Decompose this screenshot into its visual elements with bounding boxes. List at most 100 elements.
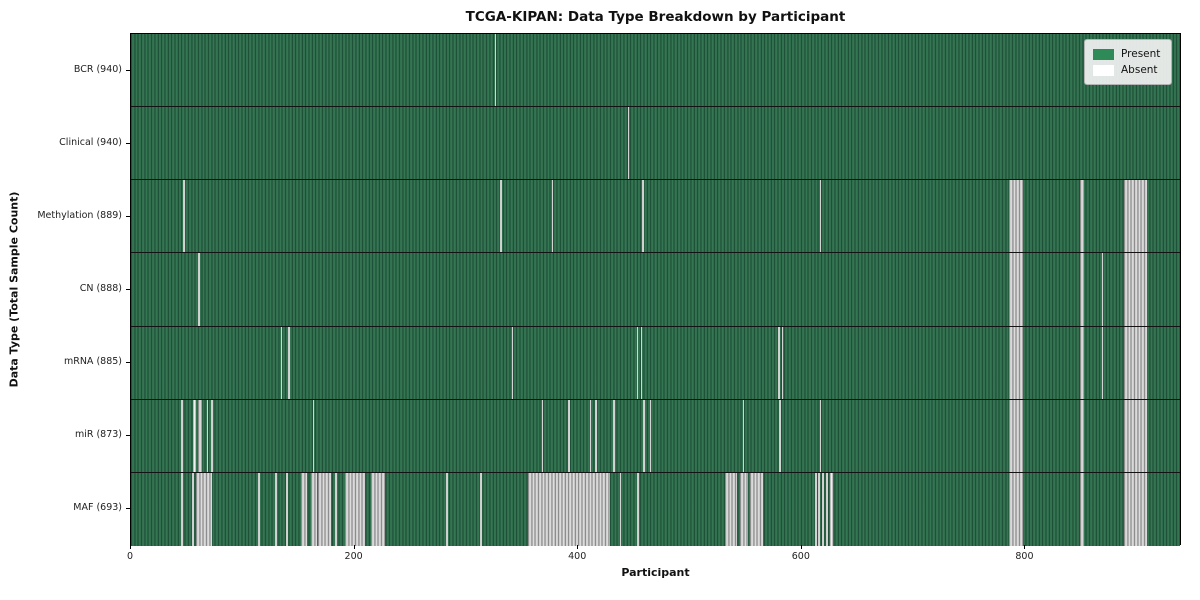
absent-stripe [1009, 399, 1023, 472]
y-tick-label: Clinical (940) [59, 136, 122, 148]
row-bcr [131, 34, 1180, 108]
absent-stripe [197, 253, 201, 326]
row-methylation [131, 180, 1180, 254]
absent-stripe [619, 472, 622, 546]
absent-stripe [300, 472, 308, 546]
absent-stripe [1124, 399, 1147, 472]
absent-stripe [181, 399, 183, 472]
absent-stripe [258, 472, 260, 546]
absent-stripe [195, 472, 213, 546]
y-axis-label: Data Type (Total Sample Count) [7, 191, 21, 388]
absent-stripe [318, 472, 331, 546]
x-tick-mark [800, 545, 802, 549]
absent-stripe [818, 472, 820, 546]
x-tick-label: 800 [1015, 551, 1034, 562]
absent-stripe [1079, 399, 1085, 472]
absent-stripe [819, 180, 821, 253]
x-tick-label: 400 [568, 551, 587, 562]
absent-stripe [206, 399, 209, 472]
absent-stripe [1124, 253, 1147, 326]
row-cn [131, 253, 1180, 327]
y-tick-label: miR (873) [74, 429, 122, 441]
y-tick-label: BCR (940) [73, 63, 122, 75]
x-tick-mark [130, 545, 131, 549]
absent-stripe [821, 472, 824, 546]
legend-swatch-present [1093, 48, 1114, 60]
y-tick-label: mRNA (885) [63, 356, 122, 368]
y-tick-label: Methylation (889) [37, 209, 122, 221]
absent-stripe [826, 472, 828, 546]
absent-stripe [1079, 472, 1085, 546]
absent-stripe [627, 107, 630, 180]
absent-stripe [445, 472, 448, 546]
absent-stripe [589, 399, 592, 472]
absent-stripe [211, 399, 213, 472]
absent-stripe [1009, 180, 1023, 253]
row-mrna [131, 326, 1180, 400]
absent-stripe [288, 326, 290, 399]
absent-stripe [335, 472, 338, 546]
y-tick-mark [126, 508, 130, 510]
x-axis-label: Participant [621, 566, 690, 579]
absent-stripe [724, 472, 737, 546]
absent-stripe [778, 326, 780, 399]
absent-stripe [370, 472, 386, 546]
legend-label-present: Present [1121, 48, 1161, 60]
y-tick-mark [126, 289, 130, 290]
absent-stripe [274, 472, 278, 546]
y-tick-mark [126, 362, 130, 364]
absent-stripe [345, 472, 366, 546]
absent-stripe [742, 399, 744, 472]
absent-stripe [1124, 326, 1147, 399]
absent-stripe [192, 472, 194, 546]
x-tick-label: 200 [344, 551, 363, 562]
absent-stripe [1009, 472, 1023, 546]
absent-stripe [640, 326, 643, 399]
y-tick-mark [126, 435, 130, 437]
absent-stripe [181, 472, 183, 546]
absent-stripe [829, 472, 833, 546]
y-tick-label: MAF (693) [73, 502, 122, 514]
absent-stripe [819, 399, 821, 472]
absent-stripe [197, 399, 203, 472]
y-tick-mark [126, 69, 130, 71]
absent-stripe [494, 34, 497, 107]
legend-entry-absent: Absent [1093, 62, 1163, 78]
legend-label-absent: Absent [1121, 64, 1158, 76]
absent-stripe [541, 399, 544, 472]
absent-stripe [642, 180, 644, 253]
absent-stripe [280, 326, 282, 399]
y-tick-label: CN (888) [79, 283, 122, 294]
absent-stripe [1079, 180, 1085, 253]
absent-stripe [1009, 326, 1023, 399]
absent-stripe [779, 399, 781, 472]
x-tick-mark [577, 545, 579, 549]
row-clinical [131, 107, 1180, 181]
absent-stripe [636, 472, 639, 546]
absent-stripe [286, 472, 289, 546]
absent-stripe [1101, 326, 1104, 399]
x-tick-label: 600 [791, 551, 810, 562]
absent-stripe [183, 180, 185, 253]
chart-title: TCGA-KIPAN: Data Type Breakdown by Parti… [465, 9, 846, 25]
absent-stripe [1101, 253, 1104, 326]
absent-stripe [613, 399, 615, 472]
legend-entry-present: Present [1093, 46, 1163, 62]
absent-stripe [815, 472, 817, 546]
x-tick-label: 0 [126, 551, 134, 562]
row-mir [131, 399, 1180, 473]
y-tick-mark [126, 142, 130, 144]
plot-area [130, 33, 1181, 546]
absent-stripe [480, 472, 482, 546]
absent-stripe [551, 180, 554, 253]
absent-stripe [1009, 253, 1023, 326]
absent-stripe [1079, 326, 1085, 399]
absent-stripe [568, 399, 570, 472]
absent-stripe [310, 472, 318, 546]
absent-stripe [595, 399, 597, 472]
x-tick-mark [1024, 545, 1026, 549]
absent-stripe [740, 472, 749, 546]
absent-stripe [312, 399, 315, 472]
legend: Present Absent [1084, 39, 1172, 85]
